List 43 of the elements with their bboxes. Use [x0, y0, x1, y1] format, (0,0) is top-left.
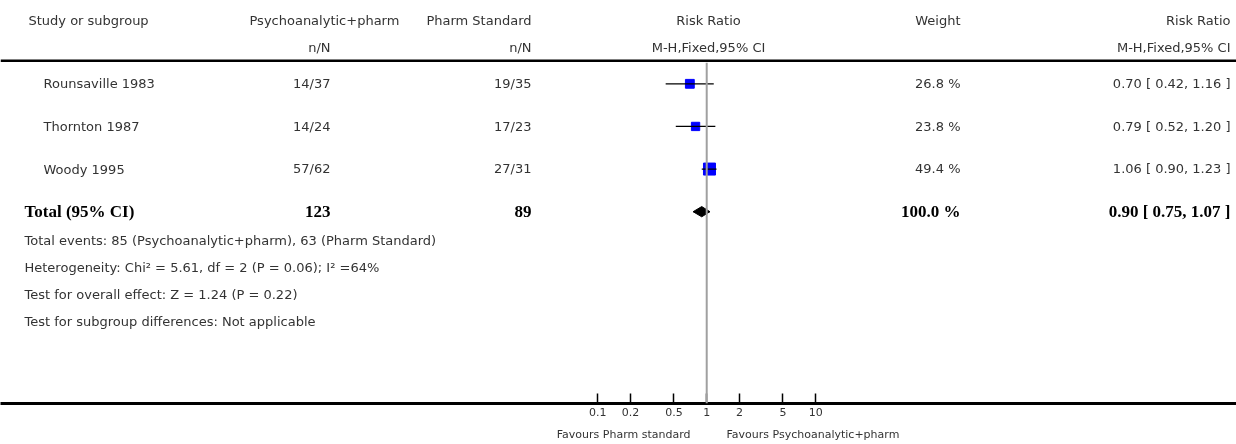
text: Weight: [915, 13, 961, 28]
annotation: 1.06 [ 0.90, 1.23 ]: [1112, 161, 1231, 176]
y-tick-label: Total (95% CI): [24, 202, 135, 222]
annotation: 19/35: [494, 76, 532, 91]
text: Psychoanalytic+pharm: [249, 13, 400, 28]
annotation: 57/62: [293, 161, 331, 176]
annotation: Heterogeneity: Chi² = 5.61, df = 2 (P = 0.06); I² =64%: [24, 260, 380, 275]
x-tick-label: 1: [703, 405, 711, 419]
x-tick-label: 5: [779, 405, 787, 419]
text: n/N: [308, 40, 331, 55]
annotation: 0.70 [ 0.42, 1.16 ]: [1112, 76, 1231, 91]
annotation: 14/24: [293, 119, 331, 134]
annotation: 27/31: [494, 161, 532, 176]
text: Study or subgroup: [28, 13, 149, 28]
x-tick-label: 2: [736, 405, 744, 419]
text: Pharm Standard: [426, 13, 532, 28]
annotation: 17/23: [494, 119, 532, 134]
annotation: Test for overall effect: Z = 1.24 (P = 0.22): [23, 287, 298, 302]
x-tick-label: 0.5: [665, 405, 683, 419]
text: Risk Ratio: [1166, 13, 1231, 28]
annotation: 89: [514, 202, 532, 221]
text: n/N: [509, 40, 532, 55]
annotation: 49.4 %: [915, 161, 961, 176]
annotation: Total events: 85 (Psychoanalytic+pharm), 63 (Pharm Standard): [23, 233, 437, 248]
annotation: 123: [305, 202, 331, 221]
annotation: 14/37: [293, 76, 331, 91]
y-tick-label: Rounsaville 1983: [43, 76, 155, 92]
y-tick-label: Woody 1995: [43, 161, 125, 177]
text: Favours Pharm standard: [556, 428, 691, 441]
y-tick-label: Thornton 1987: [42, 118, 140, 134]
annotation: 0.79 [ 0.52, 1.20 ]: [1112, 119, 1231, 134]
annotation: 0.90 [ 0.75, 1.07 ]: [1108, 202, 1231, 221]
text: Favours Psychoanalytic+pharm: [726, 428, 900, 441]
x-tick-label: 10: [808, 405, 823, 419]
text: M-H,Fixed,95% CI: [651, 40, 766, 55]
text: M-H,Fixed,95% CI: [1116, 40, 1231, 55]
annotation: 26.8 %: [915, 76, 961, 91]
x-tick-label: 0.1: [589, 405, 607, 419]
annotation: Test for subgroup differences: Not applicable: [23, 314, 316, 329]
annotation: 100.0 %: [901, 202, 961, 221]
text: Risk Ratio: [676, 13, 741, 28]
x-tick-label: 0.2: [621, 405, 640, 419]
annotation: 23.8 %: [915, 119, 961, 134]
